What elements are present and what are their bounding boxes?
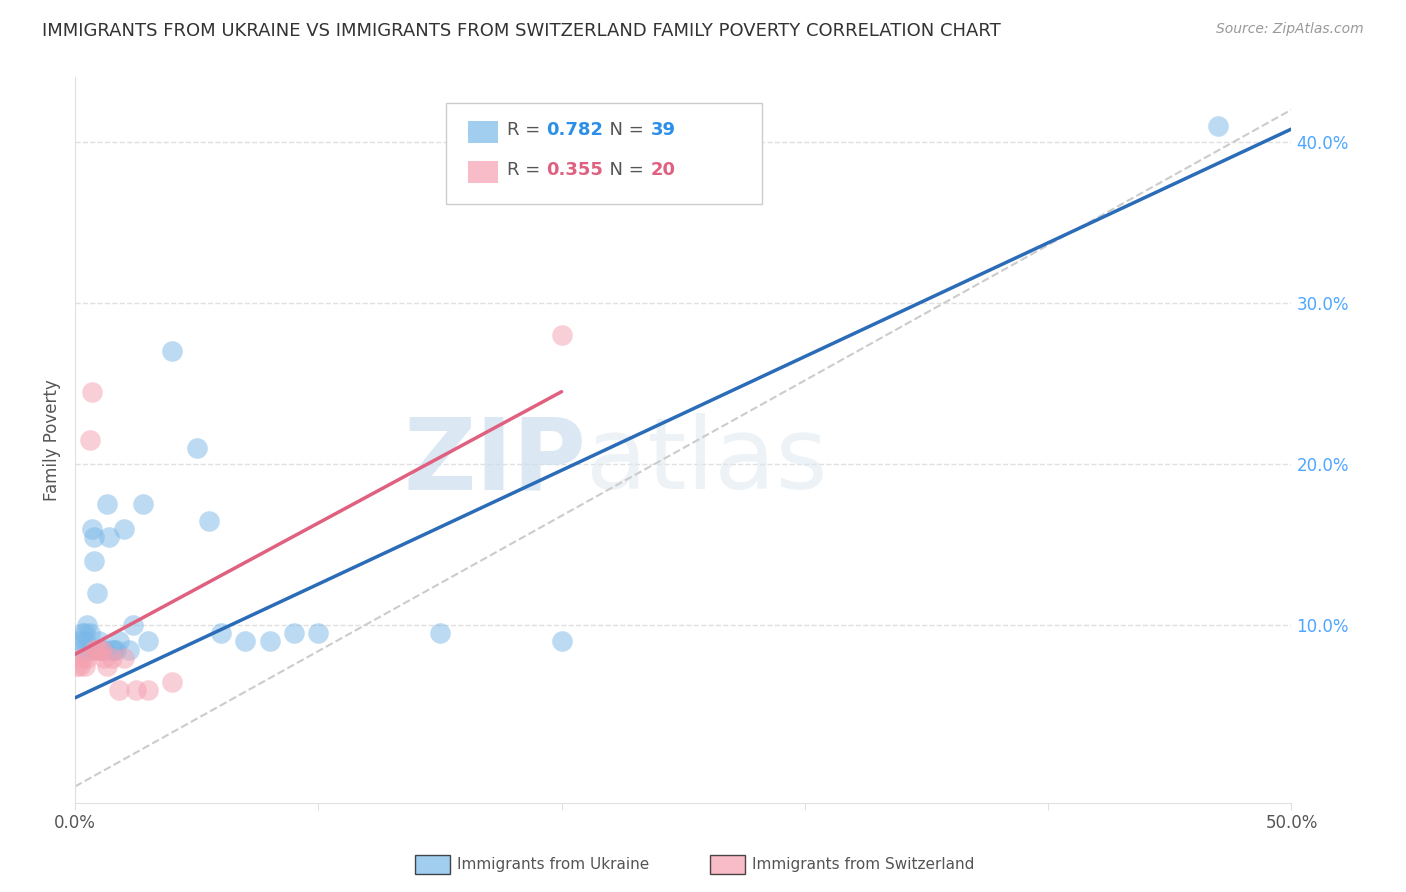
- Point: [86, 586, 108, 600]
- Point: [98, 530, 121, 544]
- Point: [79, 642, 101, 657]
- Point: [259, 634, 281, 648]
- FancyBboxPatch shape: [468, 121, 498, 143]
- FancyBboxPatch shape: [468, 161, 498, 183]
- Point: [73, 634, 96, 648]
- Point: [107, 682, 129, 697]
- Point: [83, 554, 105, 568]
- Point: [233, 634, 256, 648]
- Point: [136, 682, 159, 697]
- Text: Immigrants from Ukraine: Immigrants from Ukraine: [457, 857, 650, 871]
- Point: [162, 674, 184, 689]
- Point: [125, 682, 148, 697]
- Point: [100, 642, 122, 657]
- Point: [69, 634, 91, 648]
- Point: [93, 650, 115, 665]
- Point: [186, 441, 208, 455]
- Point: [112, 522, 135, 536]
- Point: [162, 344, 184, 359]
- Point: [66, 658, 89, 673]
- Point: [72, 642, 94, 657]
- Point: [72, 650, 94, 665]
- Point: [96, 498, 118, 512]
- Text: 0.782: 0.782: [546, 121, 603, 139]
- Text: 20: 20: [651, 161, 675, 178]
- Text: R =: R =: [506, 121, 546, 139]
- Point: [76, 618, 98, 632]
- Point: [429, 626, 451, 640]
- Point: [73, 658, 96, 673]
- Point: [105, 642, 128, 657]
- Point: [89, 642, 111, 657]
- Point: [69, 658, 91, 673]
- Point: [90, 642, 112, 657]
- Point: [76, 650, 98, 665]
- Point: [117, 642, 139, 657]
- Text: IMMIGRANTS FROM UKRAINE VS IMMIGRANTS FROM SWITZERLAND FAMILY POVERTY CORRELATIO: IMMIGRANTS FROM UKRAINE VS IMMIGRANTS FR…: [42, 22, 1001, 40]
- Point: [86, 642, 108, 657]
- Point: [307, 626, 329, 640]
- Point: [80, 522, 103, 536]
- Text: ZIP: ZIP: [404, 413, 586, 510]
- Point: [89, 642, 111, 657]
- Point: [76, 642, 98, 657]
- Point: [89, 634, 111, 648]
- Point: [107, 634, 129, 648]
- Text: N =: N =: [598, 121, 650, 139]
- Point: [83, 642, 105, 657]
- Point: [1208, 119, 1230, 133]
- Point: [79, 433, 101, 447]
- FancyBboxPatch shape: [446, 103, 762, 204]
- Point: [198, 514, 221, 528]
- Point: [100, 650, 122, 665]
- Point: [283, 626, 305, 640]
- Point: [122, 618, 145, 632]
- Point: [90, 642, 112, 657]
- Text: R =: R =: [506, 161, 546, 178]
- Text: 39: 39: [651, 121, 675, 139]
- Point: [209, 626, 232, 640]
- Point: [93, 642, 115, 657]
- Point: [96, 658, 118, 673]
- Text: N =: N =: [598, 161, 650, 178]
- Text: Immigrants from Switzerland: Immigrants from Switzerland: [752, 857, 974, 871]
- Point: [112, 650, 135, 665]
- Text: 0.355: 0.355: [546, 161, 603, 178]
- Point: [72, 626, 94, 640]
- Point: [83, 530, 105, 544]
- Point: [136, 634, 159, 648]
- Point: [80, 384, 103, 399]
- Point: [79, 626, 101, 640]
- Point: [550, 634, 572, 648]
- Text: Source: ZipAtlas.com: Source: ZipAtlas.com: [1216, 22, 1364, 37]
- Point: [550, 328, 572, 343]
- Text: atlas: atlas: [586, 413, 828, 510]
- Point: [132, 498, 155, 512]
- Point: [103, 642, 125, 657]
- Y-axis label: Family Poverty: Family Poverty: [44, 379, 60, 501]
- Point: [73, 626, 96, 640]
